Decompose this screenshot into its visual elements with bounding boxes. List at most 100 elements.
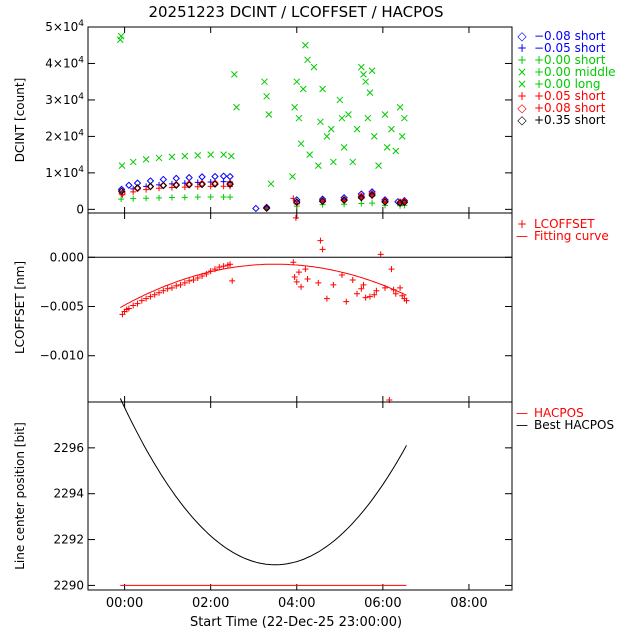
data-point [219,172,228,180]
data-point [168,284,175,291]
legend-marker: × [517,77,527,91]
data-point [297,140,305,148]
data-point [343,298,350,305]
data-point [368,191,376,199]
legend-entry: + +0.00 short [517,53,606,67]
data-point [345,111,352,118]
data-point [220,151,227,159]
data-point [364,114,372,122]
legend-label: +0.00 long [534,77,601,91]
data-point [310,63,318,71]
data-point [207,193,214,200]
data-point [353,125,361,133]
data-point [315,279,322,286]
data-point [227,194,234,201]
data-point [293,78,301,86]
data-point [130,188,137,195]
legend-marker: + [517,217,527,231]
data-point [151,291,158,298]
y-tick-label: 2294 [53,487,84,501]
legend-marker: + [517,41,527,55]
y-tick-label: 4×104 [45,55,84,70]
legend-entry: ◇ +0.35 short [517,113,605,127]
data-point [263,92,270,100]
y-axis: 0 1×104 2×104 3×104 4×104 5×104 [45,19,512,216]
data-point [147,293,154,300]
y-axis-label: DCINT [count] [13,78,27,163]
data-point [159,181,168,190]
data-point [190,276,197,283]
legend-marker: + [517,89,527,103]
data-point [198,179,206,188]
legend-entry: × +0.00 long [517,77,601,91]
data-point [226,180,234,189]
legend-label: +0.00 short [534,53,606,67]
legend-entry: ◇ −0.08 short [517,29,605,43]
data-point [211,180,219,188]
data-point [330,158,337,166]
data-point [381,111,389,118]
data-point [400,197,409,206]
data-point [381,198,389,206]
data-point [194,152,202,159]
legend: + LCOFFSET — Fitting curve [516,217,609,243]
legend-entry: × +0.00 middle [517,65,616,79]
legend-marker: ◇ [517,101,527,115]
data-point [401,114,408,122]
data-point [290,195,297,202]
data-point [156,194,163,201]
y-axis: 0.000 −0.005 −0.010 [40,250,512,363]
data-point [160,287,167,294]
data-point [302,41,309,49]
data-point [133,184,142,193]
data-point [290,259,297,266]
x-tick-label: 08:00 [450,596,487,611]
data-point [252,204,260,213]
data-point [142,156,150,163]
x-axis [124,213,470,402]
data-point [360,281,367,288]
data-point [168,194,175,201]
data-point [168,184,175,191]
data-point [336,96,344,104]
data-point [357,193,366,202]
data-point [314,162,322,169]
data-point [181,194,188,201]
series-line [120,263,407,309]
data-point [159,175,168,184]
data-point [304,275,311,282]
data-point [368,67,376,75]
data-point [383,143,391,151]
y-tick-label: 0 [76,202,84,216]
data-point [143,295,150,302]
panel-frame [87,401,513,591]
data-point [396,103,404,111]
data-point [403,297,410,304]
legend-marker: ◇ [517,29,527,43]
data-point [293,278,300,285]
data-point [185,180,193,188]
data-point [318,197,327,206]
y-tick-label: 2290 [53,578,84,592]
y-axis-label: LCOFFSET [nm] [13,261,27,354]
data-point [306,151,314,159]
data-point [392,147,400,155]
data-point [133,184,142,192]
data-point [125,305,132,312]
data-point [397,284,404,291]
legend-marker: × [517,65,527,79]
data-marks [116,32,409,213]
legend-entry: ◇ +0.08 short [517,101,605,115]
data-point [381,197,389,205]
data-point [229,277,236,284]
data-point [198,173,206,181]
legend-label: Fitting curve [534,229,609,243]
panels: 0 1×104 2×104 3×104 4×104 5×104 DCINT [count] ◇… [13,19,616,611]
data-point [304,56,311,64]
data-point [198,180,206,189]
legend-entry: + −0.05 short [517,41,606,55]
data-point [211,172,219,181]
data-point [338,114,346,122]
data-point [181,184,188,191]
